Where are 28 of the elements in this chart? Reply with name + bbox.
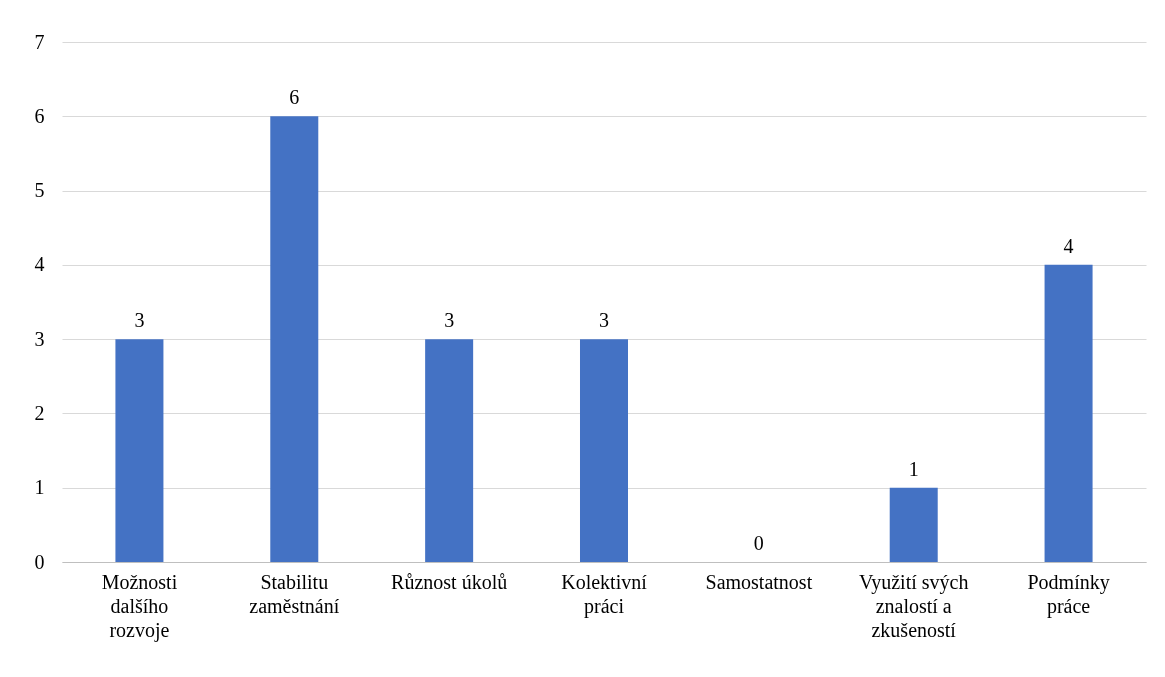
y-tick-label: 2	[34, 401, 45, 424]
y-tick-label: 0	[34, 550, 45, 573]
y-tick-label: 3	[34, 327, 45, 350]
data-label: 1	[908, 457, 919, 480]
bar	[889, 487, 938, 562]
bar	[425, 339, 474, 562]
x-tick-label: Využití svých znalostí a zkušeností	[859, 570, 969, 641]
x-tick-label: Kolektivní práci	[561, 570, 648, 618]
y-tick-label: 6	[34, 104, 45, 127]
x-tick-label: Možnosti dalšího rozvoje	[101, 570, 178, 642]
data-label: 3	[134, 309, 145, 332]
x-tick-label: Podmínky práce	[1027, 570, 1110, 618]
x-tick-label: Samostatnost	[705, 570, 813, 593]
data-label: 0	[753, 532, 764, 554]
x-tick-label: Různost úkolů	[391, 570, 508, 593]
y-tick-label: 4	[34, 253, 45, 276]
data-label: 6	[289, 86, 300, 109]
data-label: 4	[1063, 234, 1074, 257]
bar	[1044, 264, 1093, 562]
y-tick-label: 7	[34, 30, 45, 53]
data-label: 3	[444, 309, 455, 332]
x-tick-label: Stabilitu zaměstnání	[249, 570, 340, 617]
bar	[580, 339, 628, 562]
data-label: 3	[599, 309, 609, 332]
bar	[115, 339, 164, 562]
bar	[270, 116, 319, 562]
y-tick-label: 5	[34, 179, 45, 202]
y-tick-label: 1	[34, 476, 45, 499]
